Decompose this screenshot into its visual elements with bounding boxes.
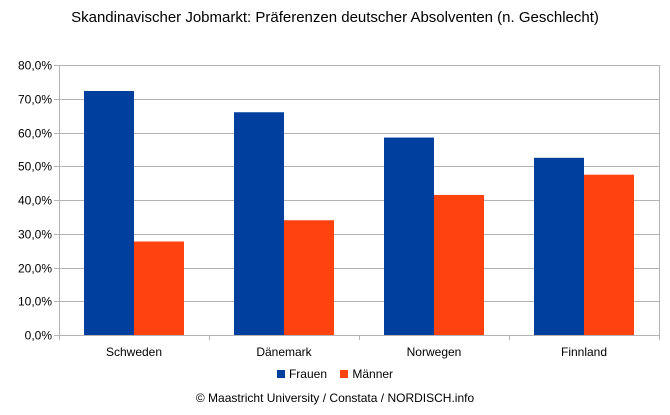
bar-frauen-schweden (84, 90, 134, 335)
y-tick-label: 50,0% (18, 160, 52, 174)
y-tick-label: 20,0% (18, 262, 52, 276)
legend-label-maenner: Männer (352, 367, 394, 381)
y-tick-label: 10,0% (18, 295, 52, 309)
x-tick-label: Dänemark (256, 345, 312, 359)
legend-item-maenner: Männer (340, 367, 393, 381)
x-tick-label: Finnland (561, 345, 607, 359)
y-tick-label: 40,0% (18, 194, 52, 208)
x-tick-label: Norwegen (407, 345, 462, 359)
source-note: © Maastricht University / Constata / NOR… (195, 391, 475, 405)
chart-title: Skandinavischer Jobmarkt: Präferenzen de… (71, 9, 599, 26)
y-tick-label: 70,0% (18, 93, 52, 107)
y-tick-label: 60,0% (18, 127, 52, 141)
legend: Frauen Männer (0, 367, 670, 381)
bar-mnner-finnland (584, 174, 634, 335)
bar-frauen-finnland (534, 157, 584, 335)
bar-mnner-schweden (134, 241, 184, 335)
bar-frauen-norwegen (384, 137, 434, 335)
y-tick-label: 0,0% (25, 329, 53, 343)
legend-swatch-frauen (276, 370, 285, 378)
legend-item-frauen: Frauen (276, 367, 327, 381)
legend-label-frauen: Frauen (288, 367, 327, 381)
bar-frauen-dnemark (234, 112, 284, 335)
legend-swatch-maenner (340, 370, 349, 378)
x-tick-label: Schweden (106, 345, 162, 359)
y-tick-label: 30,0% (18, 228, 52, 242)
bar-mnner-dnemark (284, 220, 334, 335)
bar-mnner-norwegen (434, 194, 484, 335)
y-tick-label: 80,0% (18, 59, 52, 73)
